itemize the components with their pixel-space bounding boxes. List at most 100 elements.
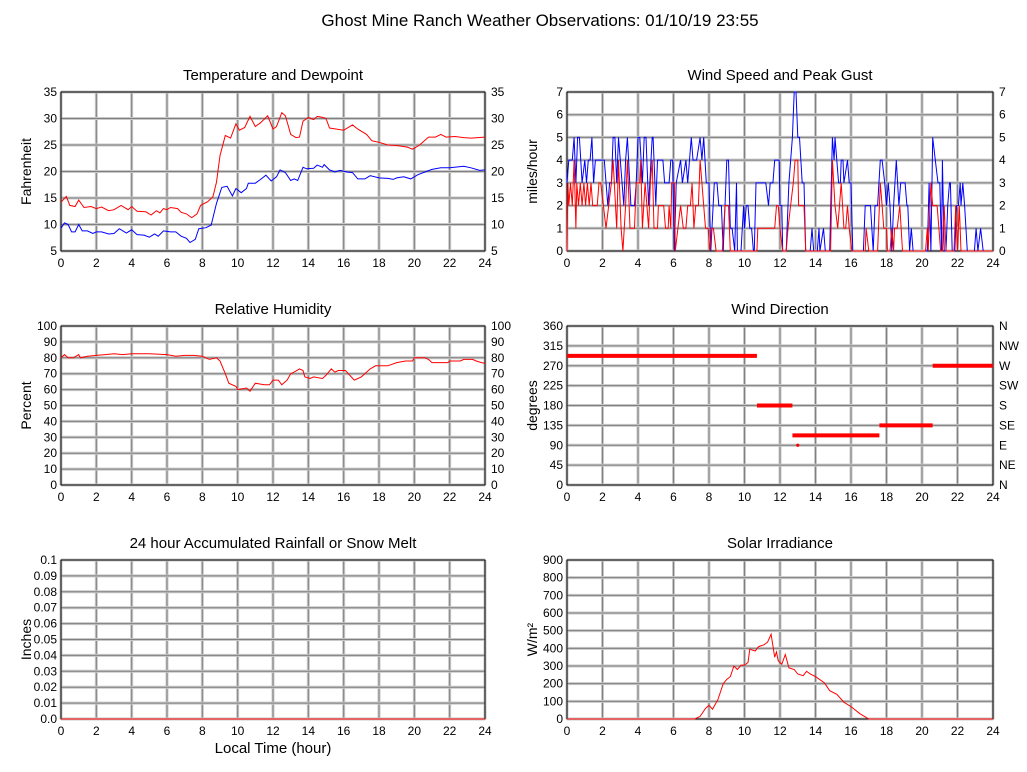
y-tick-label: 315 bbox=[543, 339, 563, 353]
x-tick-label: 20 bbox=[408, 256, 422, 270]
x-tick-label: 2 bbox=[599, 256, 606, 270]
x-tick-label: 24 bbox=[986, 490, 1000, 504]
series-line-dewpoint bbox=[60, 163, 486, 244]
y-tick-label: 90 bbox=[550, 438, 564, 452]
y-tick-label: 0.0 bbox=[40, 712, 57, 726]
y-tick-label: 30 bbox=[44, 112, 58, 126]
right-tick-label: 6 bbox=[999, 108, 1006, 122]
right-tick-label: 4 bbox=[999, 153, 1006, 167]
chart-title: Relative Humidity bbox=[215, 301, 332, 318]
x-tick-label: 18 bbox=[880, 490, 894, 504]
right-tick-label: 3 bbox=[999, 176, 1006, 190]
x-tick-label: 12 bbox=[266, 490, 280, 504]
x-tick-label: 6 bbox=[670, 490, 677, 504]
x-tick-label: 4 bbox=[635, 256, 642, 270]
y-tick-label: 700 bbox=[543, 588, 563, 602]
y-tick-label: 0.09 bbox=[34, 569, 58, 583]
right-tick-label: SW bbox=[999, 379, 1019, 393]
y-tick-label: 400 bbox=[543, 641, 563, 655]
right-tick-label: 80 bbox=[491, 351, 505, 365]
x-tick-label: 14 bbox=[302, 490, 316, 504]
right-tick-label: 40 bbox=[491, 414, 505, 428]
x-tick-label: 20 bbox=[915, 490, 929, 504]
x-tick-label: 14 bbox=[809, 724, 823, 738]
x-tick-label: 12 bbox=[773, 724, 787, 738]
x-tick-label: 20 bbox=[915, 256, 929, 270]
right-tick-label: 90 bbox=[491, 335, 505, 349]
plot-frame bbox=[566, 325, 994, 486]
y-tick-label: 50 bbox=[44, 399, 58, 413]
right-tick-label: 30 bbox=[491, 112, 505, 126]
x-tick-label: 0 bbox=[564, 490, 571, 504]
y-tick-label: 20 bbox=[44, 446, 58, 460]
x-tick-label: 2 bbox=[93, 256, 100, 270]
x-tick-label: 4 bbox=[128, 490, 135, 504]
x-tick-label: 0 bbox=[58, 490, 65, 504]
y-tick-label: 2 bbox=[556, 199, 563, 213]
right-tick-label: 100 bbox=[491, 319, 511, 333]
x-tick-label: 6 bbox=[670, 256, 677, 270]
x-tick-label: 0 bbox=[564, 724, 571, 738]
x-tick-label: 16 bbox=[337, 256, 351, 270]
y-tick-label: 0 bbox=[50, 478, 57, 492]
right-tick-label: N bbox=[999, 319, 1008, 333]
right-tick-label: NW bbox=[999, 339, 1020, 353]
x-tick-label: 10 bbox=[738, 490, 752, 504]
y-tick-label: 15 bbox=[44, 191, 58, 205]
right-tick-label: 70 bbox=[491, 367, 505, 381]
plot-frame bbox=[60, 91, 486, 252]
x-tick-label: 20 bbox=[915, 724, 929, 738]
y-tick-label: 35 bbox=[44, 85, 58, 99]
x-tick-label: 6 bbox=[164, 490, 171, 504]
right-tick-label: 50 bbox=[491, 399, 505, 413]
x-tick-label: 22 bbox=[443, 490, 457, 504]
x-tick-label: 8 bbox=[706, 256, 713, 270]
y-tick-label: 100 bbox=[543, 694, 563, 708]
y-tick-label: 7 bbox=[556, 85, 563, 99]
y-tick-label: 270 bbox=[543, 359, 563, 373]
y-axis-label: Percent bbox=[18, 381, 34, 429]
y-tick-label: 0.1 bbox=[40, 553, 57, 567]
y-tick-label: 4 bbox=[556, 153, 563, 167]
y-tick-label: 180 bbox=[543, 399, 563, 413]
right-tick-label: N bbox=[999, 478, 1008, 492]
series-line-relative-humidity bbox=[60, 353, 486, 392]
x-tick-label: 12 bbox=[773, 490, 787, 504]
x-tick-label: 24 bbox=[986, 724, 1000, 738]
chart-title: Wind Speed and Peak Gust bbox=[687, 67, 873, 84]
x-tick-label: 4 bbox=[635, 490, 642, 504]
right-tick-label: W bbox=[999, 359, 1011, 373]
x-tick-label: 22 bbox=[443, 256, 457, 270]
x-tick-label: 10 bbox=[231, 490, 245, 504]
x-tick-label: 12 bbox=[266, 724, 280, 738]
main-title: Ghost Mine Ranch Weather Observations: 0… bbox=[321, 11, 758, 30]
right-tick-label: 10 bbox=[491, 218, 505, 232]
x-tick-label: 20 bbox=[408, 490, 422, 504]
right-tick-label: 30 bbox=[491, 430, 505, 444]
y-tick-label: 600 bbox=[543, 606, 563, 620]
x-tick-label: 18 bbox=[372, 256, 386, 270]
y-axis-label: miles/hour bbox=[524, 139, 540, 204]
x-tick-label: 8 bbox=[706, 724, 713, 738]
x-tick-label: 22 bbox=[951, 490, 965, 504]
x-tick-label: 18 bbox=[372, 724, 386, 738]
y-tick-label: 0.01 bbox=[34, 696, 58, 710]
x-tick-label: 8 bbox=[706, 490, 713, 504]
x-tick-label: 14 bbox=[302, 256, 316, 270]
series-line-solar-irradiance bbox=[567, 632, 993, 720]
y-tick-label: 10 bbox=[44, 218, 58, 232]
x-tick-label: 0 bbox=[564, 256, 571, 270]
y-tick-label: 225 bbox=[543, 379, 563, 393]
x-tick-label: 6 bbox=[670, 724, 677, 738]
chart-title: Temperature and Dewpoint bbox=[183, 67, 364, 84]
y-tick-label: 80 bbox=[44, 351, 58, 365]
y-tick-label: 0 bbox=[556, 478, 563, 492]
x-tick-label: 10 bbox=[738, 724, 752, 738]
y-tick-label: 0.06 bbox=[34, 617, 58, 631]
x-tick-label: 2 bbox=[93, 724, 100, 738]
x-tick-label: 16 bbox=[337, 724, 351, 738]
x-tick-label: 0 bbox=[58, 724, 65, 738]
